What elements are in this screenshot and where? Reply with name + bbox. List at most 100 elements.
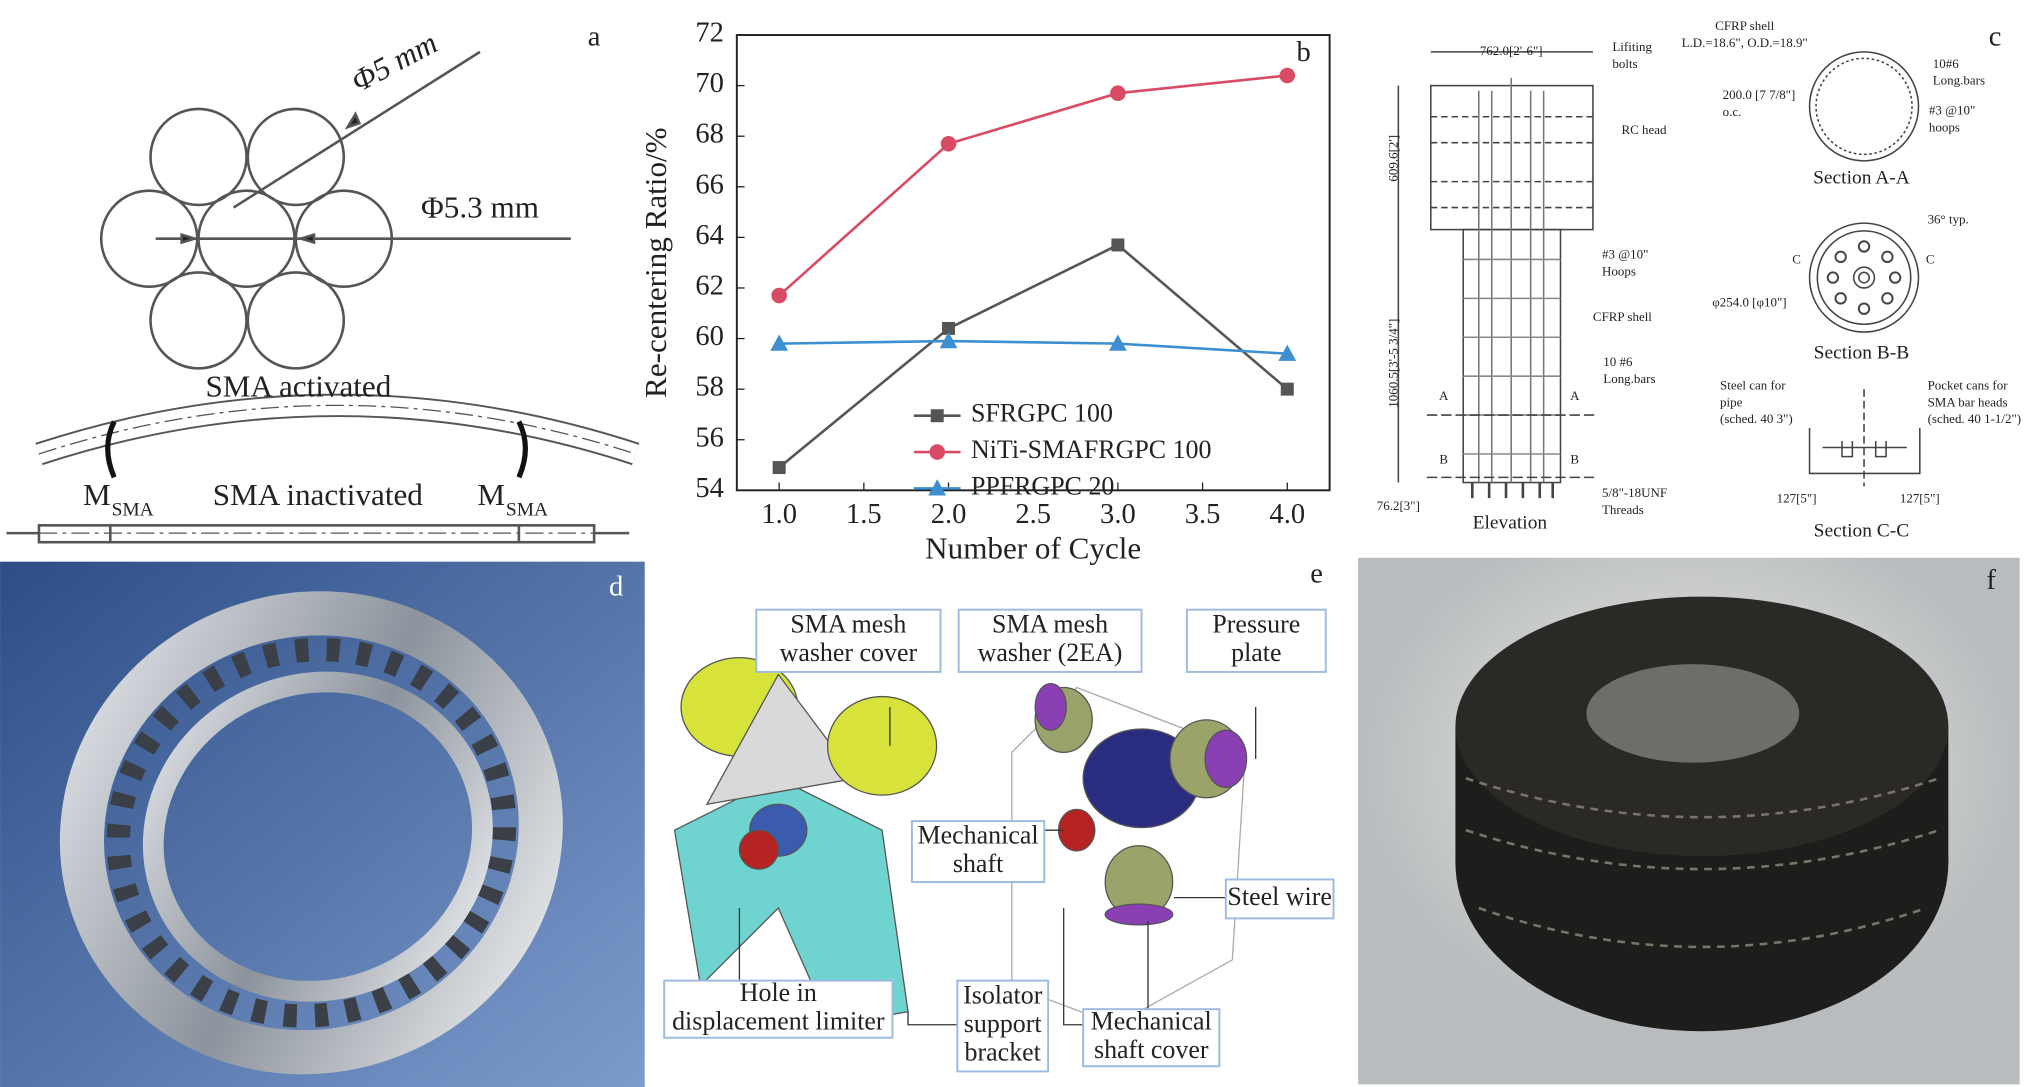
drawing-label: Long.bars — [1603, 371, 1655, 386]
chart: 54 56 58 60 62 64 66 68 70 72 1.0 1.5 2.0 2.5 3.0 3.5 4.… — [638, 18, 1331, 565]
label-box — [1082, 1008, 1221, 1068]
y-tick-label: 64 — [695, 220, 724, 251]
moment-subscript: SMA — [506, 500, 548, 521]
label-box — [663, 979, 894, 1039]
drawing-label: RC head — [1621, 122, 1667, 137]
moment-symbol: M — [477, 477, 505, 512]
series-line — [779, 339, 1288, 356]
y-tick-label: 72 — [695, 18, 724, 49]
marker — [940, 136, 957, 152]
drawing-label: A — [1570, 388, 1580, 403]
legend-marker — [929, 444, 946, 460]
drawing-label: φ254.0 [φ10"] — [1712, 294, 1786, 309]
drawing-label: Section A-A — [1813, 167, 1910, 188]
panel-f-photo — [1358, 557, 2020, 1085]
component-label: Steel wire — [1227, 882, 1331, 911]
drawing-label: 127[5"] — [1900, 490, 1940, 505]
y-tick-label: 56 — [695, 422, 724, 453]
x-tick-label: 2.0 — [931, 499, 967, 530]
component-label: washer cover — [780, 638, 918, 667]
x-tick-label: 4.0 — [1269, 499, 1305, 530]
y-tick-label: 68 — [695, 119, 724, 150]
drawing-label: A — [1439, 388, 1449, 403]
drawing-label: 10 #6 — [1603, 354, 1633, 369]
x-tick-label: 3.5 — [1185, 499, 1221, 530]
label-box — [956, 979, 1050, 1073]
panel-letter: c — [1989, 21, 2002, 52]
drawing-label: 36° typ. — [1928, 211, 1969, 226]
legend-marker — [928, 479, 947, 496]
component-label: bracket — [965, 1038, 1042, 1067]
x-tick-label: 1.0 — [761, 499, 797, 530]
component-label: Mechanical — [918, 820, 1039, 849]
label-box — [1224, 878, 1335, 920]
drawing-label: 5/8"-18UNF — [1602, 485, 1667, 500]
drawing-label: 609.6[2'] — [1385, 135, 1400, 182]
marker — [1279, 67, 1296, 84]
component-label: Hole in — [740, 978, 817, 1007]
label-box — [957, 608, 1143, 673]
drawing-label: (sched. 40 1-1/2") — [1928, 411, 2022, 426]
drawing-label: SMA bar heads — [1928, 394, 2008, 409]
x-tick-label: 2.5 — [1015, 499, 1051, 530]
legend-marker — [930, 409, 944, 423]
component-label: Pressure — [1212, 609, 1300, 638]
y-tick-label: 70 — [695, 68, 724, 99]
y-tick-label: 60 — [695, 321, 724, 352]
component-label: SMA mesh — [992, 609, 1108, 638]
drawing-label: bolts — [1612, 56, 1637, 71]
drawing-label: C — [1926, 252, 1935, 267]
drawing-label: #3 @10" — [1929, 103, 1975, 118]
drawing-label: Section C-C — [1814, 520, 1910, 541]
drawing-label: o.c. — [1723, 104, 1742, 119]
marker — [1110, 85, 1126, 101]
drawing-label: (sched. 40 3") — [1720, 411, 1793, 426]
y-tick-label: 66 — [695, 169, 724, 200]
panel-letter: f — [1986, 565, 1996, 596]
marker — [1111, 238, 1125, 252]
drawing-label: B — [1439, 451, 1448, 466]
drawing-label: 10#6 — [1933, 56, 1959, 71]
moment-subscript: SMA — [112, 500, 154, 521]
y-tick-label: 54 — [695, 473, 724, 504]
drawing-label: B — [1570, 451, 1579, 466]
label-box — [1185, 608, 1327, 673]
panel-a — [6, 50, 640, 544]
panel-letter: a — [588, 21, 601, 52]
marker — [1109, 334, 1127, 351]
component-label: Mechanical — [1091, 1006, 1212, 1035]
panel-letter: b — [1297, 37, 1311, 68]
y-axis-title: Re-centering Ratio/% — [638, 127, 673, 398]
drawing-label: hoops — [1929, 119, 1960, 134]
drawing-label: Threads — [1602, 502, 1644, 517]
component-label: shaft cover — [1094, 1035, 1209, 1064]
drawing-label: 76.2[3"] — [1377, 498, 1420, 513]
marker — [1280, 382, 1294, 396]
panel-c-labels: 762.0[2'-6"] Lifiting bolts RC head 609.6[2'… — [1377, 18, 2021, 541]
drawing-label: C — [1792, 252, 1801, 267]
drawing-label: #3 @10" — [1602, 247, 1648, 262]
x-tick-label: 3.0 — [1100, 499, 1136, 530]
series-line — [778, 243, 1289, 469]
component-label: Isolator — [963, 980, 1043, 1009]
marker — [1278, 344, 1297, 361]
series-line — [778, 74, 1288, 297]
moment-symbol: M — [83, 477, 111, 512]
drawing-label: CFRP shell — [1715, 18, 1774, 33]
label-box — [910, 820, 1046, 884]
drawing-label: Long.bars — [1933, 73, 1985, 88]
drawing-label: L.D.=18.6", O.D.=18.9" — [1682, 35, 1808, 50]
panel-c — [1397, 51, 1921, 499]
component-label: shaft — [953, 849, 1004, 878]
component-label: washer (2EA) — [978, 638, 1123, 667]
panel-letter: e — [1310, 558, 1323, 589]
drawing-label: 127[5"] — [1777, 490, 1817, 505]
dimension-label: Φ5.3 mm — [421, 189, 539, 224]
drawing-label: Steel can for — [1720, 378, 1786, 393]
marker — [770, 334, 789, 351]
x-tick-label: 1.5 — [846, 499, 882, 530]
drawing-label: Elevation — [1473, 513, 1548, 534]
state-label: SMA activated — [205, 368, 391, 403]
marker — [939, 331, 958, 349]
